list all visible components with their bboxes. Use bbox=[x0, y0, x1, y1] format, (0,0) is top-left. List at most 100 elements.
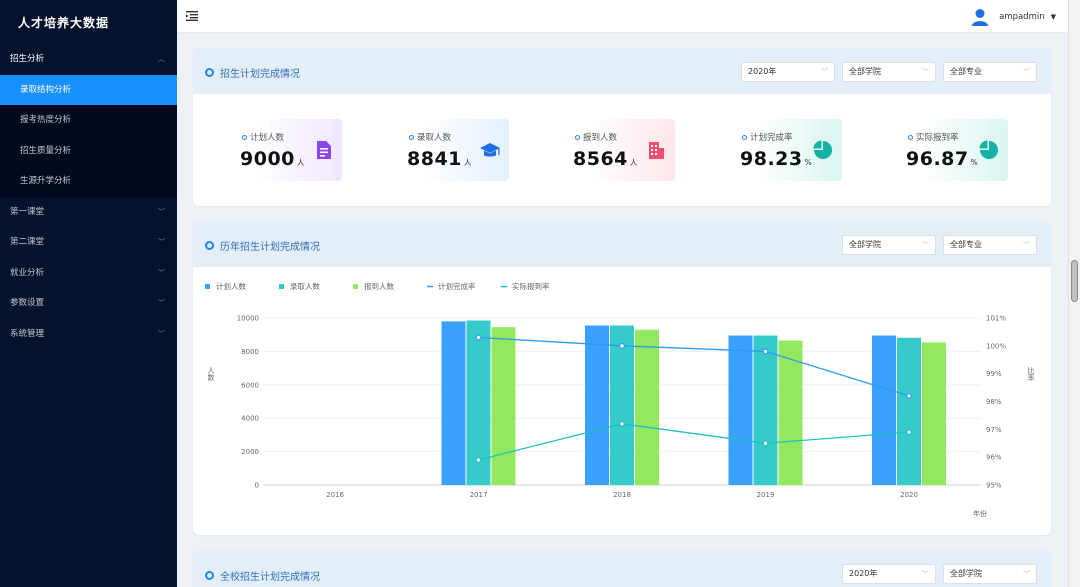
menu-second-classroom[interactable]: 第二课堂 ﹀ bbox=[0, 227, 177, 258]
stat-value: 8841 bbox=[407, 148, 462, 170]
chevron-down-icon: ﹀ bbox=[158, 299, 165, 307]
chevron-down-icon: ﹀ bbox=[158, 329, 165, 338]
stat-label: 实际报到率 bbox=[916, 133, 959, 143]
building-icon bbox=[649, 142, 664, 159]
y-tick-label: 4000 bbox=[241, 415, 259, 423]
document-icon bbox=[317, 141, 331, 159]
point-计划完成率 bbox=[762, 348, 769, 355]
menu-recruitment-analysis[interactable]: 招生分析 ︿ bbox=[0, 44, 177, 75]
stat-value: 98.23 bbox=[740, 148, 803, 170]
plan-completion-card: 招生计划完成情况 2020年 ﹀ 全部学院 ﹀ 全部专业 ﹀ 计划人数 9000 人 录… bbox=[193, 48, 1051, 206]
x-tick-label: 2017 bbox=[470, 491, 488, 499]
y-tick-label: 6000 bbox=[241, 381, 259, 389]
legend-label: 计划完成率 bbox=[438, 281, 476, 291]
menu-label: 系统管理 bbox=[10, 328, 45, 339]
bar-计划人数 bbox=[728, 335, 753, 485]
bar-计划人数 bbox=[585, 325, 609, 485]
stat-label: 报到人数 bbox=[583, 133, 618, 143]
ring-icon bbox=[205, 571, 214, 580]
menu-first-classroom[interactable]: 第一课堂 ﹀ bbox=[0, 197, 177, 228]
y-axis-title: 人数 bbox=[207, 367, 215, 382]
year-select[interactable]: 2020年 ﹀ bbox=[741, 62, 835, 82]
pie-icon bbox=[979, 140, 998, 159]
y2-tick-label: 98% bbox=[986, 398, 1002, 406]
point-实际报到率 bbox=[475, 457, 482, 463]
legend-marker bbox=[353, 284, 358, 289]
menu-employment-analysis[interactable]: 就业分析 ﹀ bbox=[0, 258, 177, 289]
bar-录取人数 bbox=[610, 325, 634, 485]
caret-down-icon: ▼ bbox=[1050, 13, 1056, 21]
ring-icon bbox=[205, 68, 214, 77]
x-tick-label: 2019 bbox=[757, 491, 775, 499]
bar-计划人数 bbox=[872, 335, 896, 485]
school-plan-card: 全校招生计划完成情况 2020年 ﹀ 全部学院 ﹀ bbox=[193, 550, 1051, 587]
stat-card-admitted: 录取人数 8841 人 bbox=[401, 119, 509, 181]
menu-system-management[interactable]: 系统管理 ﹀ bbox=[0, 319, 177, 350]
y2-tick-label: 101% bbox=[986, 315, 1006, 323]
x-tick-label: 2018 bbox=[613, 491, 631, 499]
menu-fold-icon[interactable] bbox=[186, 11, 198, 21]
college-select[interactable]: 全部学院 ﹀ bbox=[842, 235, 936, 255]
chevron-down-icon: ﹀ bbox=[158, 268, 165, 277]
card-title: 历年招生计划完成情况 bbox=[205, 238, 320, 253]
legend-label: 实际报到率 bbox=[512, 281, 550, 291]
sidebar: 人才培养大数据 招生分析 ︿ 录取结构分析 报考热度分析 招生质量分析 生源升学… bbox=[0, 0, 177, 587]
y2-tick-label: 97% bbox=[986, 426, 1002, 434]
y-tick-label: 8000 bbox=[241, 348, 259, 356]
line-实际报到率 bbox=[478, 423, 910, 461]
bar-报到人数 bbox=[778, 340, 803, 485]
stat-value: 9000 bbox=[240, 148, 295, 170]
graduation-cap-icon bbox=[480, 143, 500, 157]
submenu-recruitment-quality[interactable]: 招生质量分析 bbox=[0, 135, 177, 166]
historical-plan-card: 历年招生计划完成情况 全部学院 ﹀ 全部专业 ﹀ 0 2000 4000 6000 8000… bbox=[193, 221, 1051, 535]
major-select[interactable]: 全部专业 ﹀ bbox=[943, 235, 1037, 255]
stat-value: 8564 bbox=[573, 148, 628, 170]
y2-tick-label: 96% bbox=[986, 454, 1002, 462]
y2-tick-label: 100% bbox=[986, 342, 1006, 350]
year-select[interactable]: 2020年 ﹀ bbox=[842, 564, 936, 584]
line-计划完成率 bbox=[478, 336, 910, 397]
point-计划完成率 bbox=[906, 393, 912, 399]
scrollbar-thumb[interactable] bbox=[1071, 260, 1078, 302]
chevron-down-icon: ﹀ bbox=[158, 207, 165, 216]
card-title: 全校招生计划完成情况 bbox=[205, 568, 320, 583]
legend-label: 录取人数 bbox=[290, 281, 320, 291]
menu-label: 就业分析 bbox=[10, 267, 45, 278]
college-select[interactable]: 全部学院 ﹀ bbox=[842, 62, 936, 82]
menu-parameter-settings[interactable]: 参数设置 ﹀ bbox=[0, 288, 177, 319]
bar-录取人数 bbox=[897, 337, 921, 485]
menu-label: 第二课堂 bbox=[10, 237, 45, 247]
pie-icon bbox=[813, 140, 832, 159]
x-tick-label: 2020 bbox=[900, 491, 918, 499]
y-tick-label: 2000 bbox=[241, 448, 259, 456]
stat-label: 计划人数 bbox=[250, 133, 285, 143]
y2-tick-label: 95% bbox=[986, 482, 1002, 490]
submenu-application-heat[interactable]: 报考热度分析 bbox=[0, 105, 177, 136]
app-title: 人才培养大数据 bbox=[18, 16, 110, 30]
point-计划完成率 bbox=[475, 334, 482, 341]
x-axis-title: 年份 bbox=[973, 509, 987, 518]
submenu-student-source[interactable]: 生源升学分析 bbox=[0, 166, 177, 197]
stat-card-report-rate: 实际报到率 96.87% bbox=[900, 119, 1008, 181]
bar-报到人数 bbox=[491, 327, 516, 485]
menu-label: 第一课堂 bbox=[10, 206, 45, 217]
y-tick-label: 10000 bbox=[237, 315, 259, 323]
y2-axis-title: 比率 bbox=[1027, 366, 1035, 382]
user-avatar-icon bbox=[972, 9, 989, 26]
submenu-admission-structure[interactable]: 录取结构分析 bbox=[0, 74, 177, 105]
point-计划完成率 bbox=[619, 342, 625, 349]
chevron-up-icon: ︿ bbox=[158, 55, 165, 63]
stat-label: 计划完成率 bbox=[750, 133, 793, 143]
stat-value: 96.87 bbox=[906, 148, 969, 170]
page-scrollbar[interactable] bbox=[1068, 0, 1080, 587]
historical-chart: 0 2000 4000 6000 8000 10000 95% 96% 97% 98% 99% 100… bbox=[205, 281, 1035, 518]
bar-报到人数 bbox=[922, 342, 946, 485]
user-menu[interactable]: ampadmin ▼ bbox=[971, 7, 1056, 27]
major-select[interactable]: 全部专业 ﹀ bbox=[943, 62, 1037, 82]
ring-icon bbox=[205, 241, 214, 250]
stat-card-plan: 计划人数 9000 人 bbox=[234, 119, 342, 181]
college-select[interactable]: 全部学院 ﹀ bbox=[943, 564, 1037, 584]
legend-marker bbox=[279, 284, 284, 289]
y-tick-label: 0 bbox=[255, 482, 259, 490]
username: ampadmin bbox=[999, 12, 1045, 22]
